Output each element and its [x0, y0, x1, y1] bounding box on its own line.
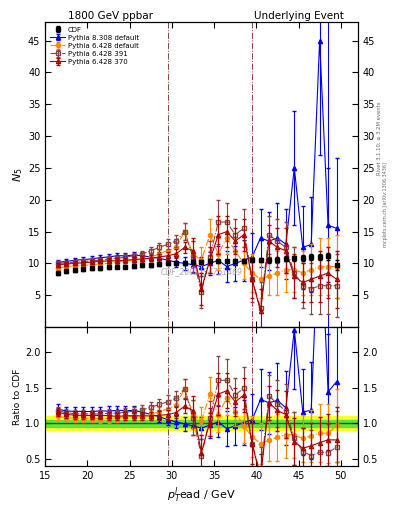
Legend: CDF, Pythia 8.308 default, Pythia 6.428 default, Pythia 6.428 391, Pythia 6.428 : CDF, Pythia 8.308 default, Pythia 6.428 …	[49, 25, 141, 66]
Text: Underlying Event: Underlying Event	[254, 11, 343, 22]
Text: 1800 GeV ppbar: 1800 GeV ppbar	[68, 11, 152, 22]
Text: Rivet 3.1.10; ≥ 3.2M events: Rivet 3.1.10; ≥ 3.2M events	[377, 101, 382, 175]
Text: mcplots.cern.ch [arXiv:1306.3436]: mcplots.cern.ch [arXiv:1306.3436]	[383, 162, 387, 247]
Y-axis label: Ratio to CDF: Ratio to CDF	[13, 368, 22, 424]
X-axis label: $p_T^l$ead / GeV: $p_T^l$ead / GeV	[167, 485, 236, 504]
Text: CDF_2001_S4751469: CDF_2001_S4751469	[160, 268, 242, 276]
Y-axis label: $N_5$: $N_5$	[11, 167, 25, 182]
